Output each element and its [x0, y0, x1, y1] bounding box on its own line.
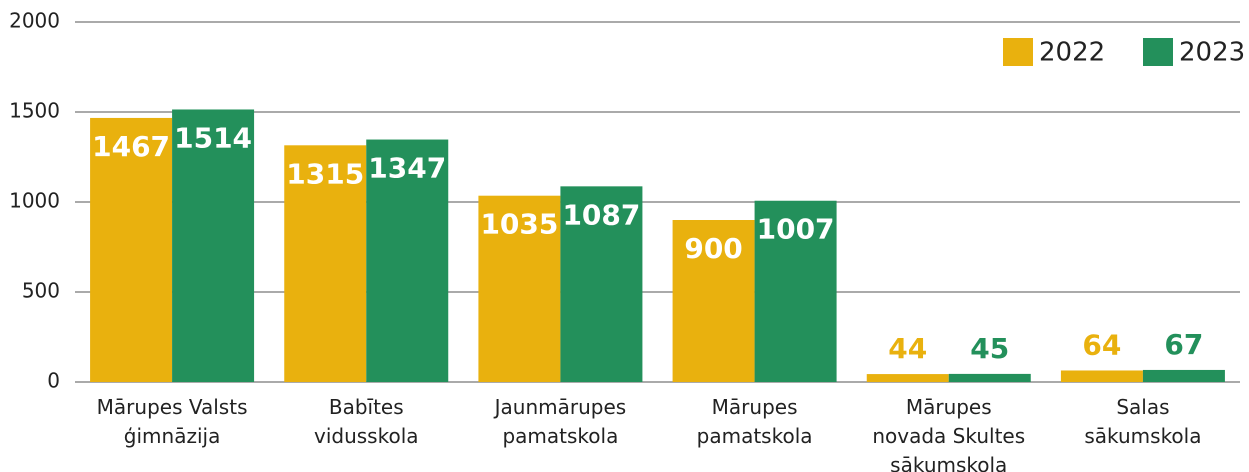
bar	[1142, 369, 1225, 382]
legend: 2022 2023	[1003, 38, 1245, 68]
y-tick-label: 500	[22, 279, 60, 303]
legend-label: 2023	[1179, 38, 1245, 68]
value-label: 1315	[286, 157, 364, 190]
value-label: 1514	[174, 121, 252, 154]
value-label: 1087	[562, 198, 640, 231]
value-label: 1007	[757, 213, 835, 246]
bar	[866, 374, 949, 382]
bar	[672, 220, 755, 382]
legend-swatch	[1003, 38, 1033, 66]
bar	[172, 109, 255, 382]
bar	[478, 195, 561, 382]
legend-swatch	[1143, 38, 1173, 66]
value-label: 1035	[480, 208, 558, 241]
x-tick-label: Mārupes pamatskola	[697, 395, 813, 448]
value-label: 900	[684, 232, 742, 265]
value-label: 67	[1164, 328, 1203, 361]
bar	[90, 117, 173, 382]
y-tick-label: 1500	[9, 99, 60, 123]
x-tick-label: Salas sākumskola	[1084, 395, 1201, 448]
bar	[560, 186, 643, 382]
y-tick-label: 0	[47, 369, 60, 393]
x-tick-label: Babītes vidusskola	[314, 395, 419, 448]
bar	[1060, 370, 1143, 382]
x-tick-label: Jaunmārupes pamatskola	[493, 395, 627, 448]
x-tick-label: Mārupes Valsts ģimnāzija	[97, 395, 248, 448]
legend-label: 2022	[1039, 38, 1105, 68]
value-label: 45	[970, 332, 1009, 365]
value-label: 1467	[92, 130, 170, 163]
y-tick-label: 2000	[9, 9, 60, 33]
value-label: 1347	[368, 152, 446, 185]
x-tick-label: Mārupes novada Skultes sākumskola	[872, 395, 1025, 472]
value-label: 64	[1082, 328, 1121, 361]
bar	[284, 145, 367, 382]
y-tick-label: 1000	[9, 189, 60, 213]
bar	[754, 200, 837, 382]
bar	[366, 139, 449, 382]
bar	[948, 373, 1031, 382]
value-label: 44	[888, 332, 927, 365]
